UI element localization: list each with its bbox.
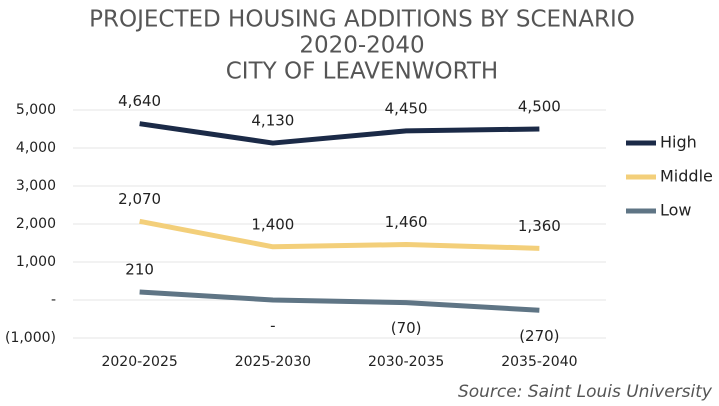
data-label: 4,450 [385,99,428,117]
series-line [139,121,540,146]
y-tick-label: (1,000) [5,330,56,346]
data-label: 210 [125,261,154,279]
x-tick-label: 2030-2035 [368,354,444,370]
chart-title: 2020-2040 [299,33,424,59]
series-line [139,218,540,251]
y-tick-label: 2,000 [16,216,56,232]
legend-label: High [660,133,697,152]
y-tick-label: - [51,292,56,308]
y-tick-label: 1,000 [16,254,56,270]
data-label: (70) [391,319,422,337]
data-label: 1,400 [251,215,294,233]
y-tick-label: 4,000 [16,140,56,156]
data-label: 4,130 [251,112,294,130]
data-label: 4,500 [518,98,561,116]
x-tick-label: 2020-2025 [101,354,177,370]
series-line [139,289,540,313]
data-label: - [270,317,275,335]
chart-title: PROJECTED HOUSING ADDITIONS BY SCENARIO [89,7,635,33]
x-tick-label: 2035-2040 [501,354,577,370]
y-tick-label: 3,000 [16,178,56,194]
data-label: 1,460 [385,213,428,231]
data-label: 4,640 [118,92,161,110]
source-note: Source: Saint Louis University [458,382,713,402]
data-label: 2,070 [118,190,161,208]
legend-label: Middle [660,167,713,186]
chart-title: CITY OF LEAVENWORTH [226,59,498,85]
data-label: 1,360 [518,217,561,235]
y-tick-label: 5,000 [16,102,56,118]
data-label: (270) [519,327,559,345]
legend-label: Low [660,201,692,220]
x-tick-label: 2025-2030 [235,354,311,370]
